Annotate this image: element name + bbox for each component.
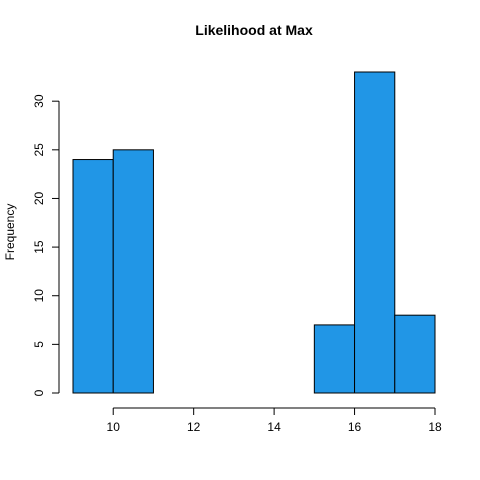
y-axis-label: Frequency	[3, 204, 17, 261]
y-tick-label-6: 30	[32, 94, 46, 108]
histogram-bar-8	[394, 314, 436, 394]
histogram-bar-6	[313, 324, 356, 394]
x-tick-label-4: 18	[428, 420, 442, 434]
y-tick-label-3: 15	[32, 240, 46, 254]
y-tick-label-4: 20	[32, 191, 46, 205]
histogram-bars	[72, 71, 436, 394]
y-axis: 0 5 10 15 20 25 30	[32, 94, 60, 396]
histogram-bar-0	[72, 159, 114, 394]
x-tick-label-1: 12	[187, 420, 201, 434]
histogram-bar-7	[354, 71, 396, 394]
x-axis: 10 12 14 16 18	[107, 407, 442, 434]
y-tick-label-2: 10	[32, 289, 46, 303]
chart-title: Likelihood at Max	[195, 22, 313, 38]
histogram-bar-1	[112, 149, 154, 394]
y-tick-label-1: 5	[32, 341, 46, 348]
x-tick-label-3: 16	[348, 420, 362, 434]
y-tick-label-5: 25	[32, 143, 46, 157]
x-tick-label-0: 10	[107, 420, 121, 434]
y-tick-label-0: 0	[32, 389, 46, 396]
x-tick-label-2: 14	[267, 420, 281, 434]
